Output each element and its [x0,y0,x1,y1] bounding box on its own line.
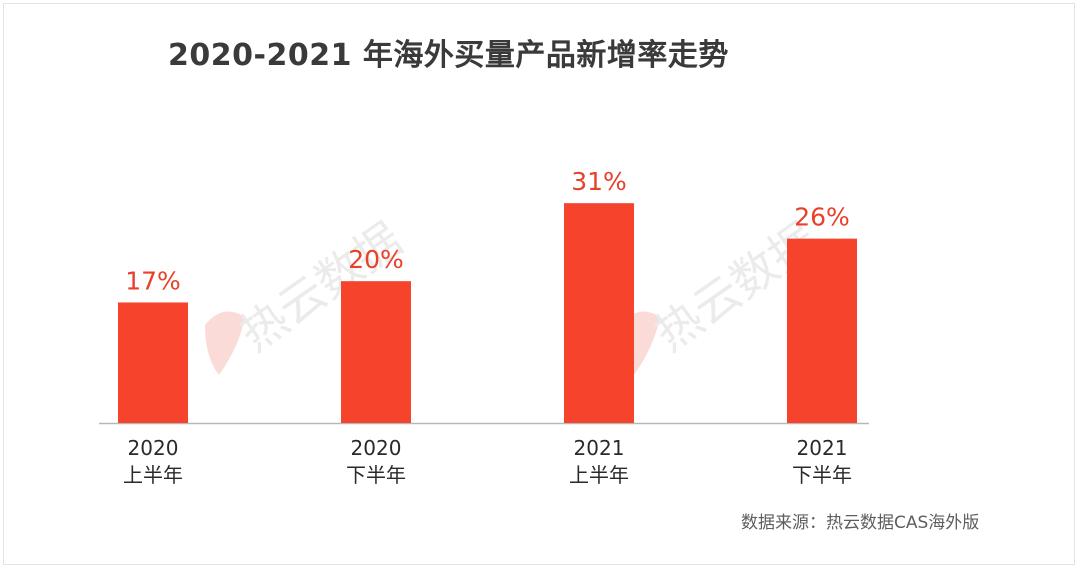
x-tick-label-period-2: 上半年 [569,463,629,487]
chart-frame [3,3,1075,565]
value-label-1: 20% [348,245,404,274]
bar-3 [787,238,857,423]
value-label-3: 26% [794,203,850,232]
watermark-logo-icon [205,311,245,375]
value-label-0: 17% [125,266,181,295]
x-tick-label-period-1: 下半年 [346,463,406,487]
bar-1 [341,281,411,423]
bar-2 [564,203,634,423]
bar-0 [118,302,188,423]
watermark-group: 热云数据 热云数据 [205,212,827,375]
x-tick-label-year-3: 2021 [797,436,848,460]
x-tick-label-period-0: 上半年 [123,463,183,487]
chart-title: 2020-2021 年海外买量产品新增率走势 [168,38,729,73]
x-tick-label-year-2: 2021 [574,436,625,460]
value-label-2: 31% [571,167,627,196]
x-tick-label-period-3: 下半年 [792,463,852,487]
data-source-note: 数据来源：热云数据CAS海外版 [741,513,980,533]
x-tick-label-year-0: 2020 [128,436,179,460]
x-tick-label-year-1: 2020 [351,436,402,460]
